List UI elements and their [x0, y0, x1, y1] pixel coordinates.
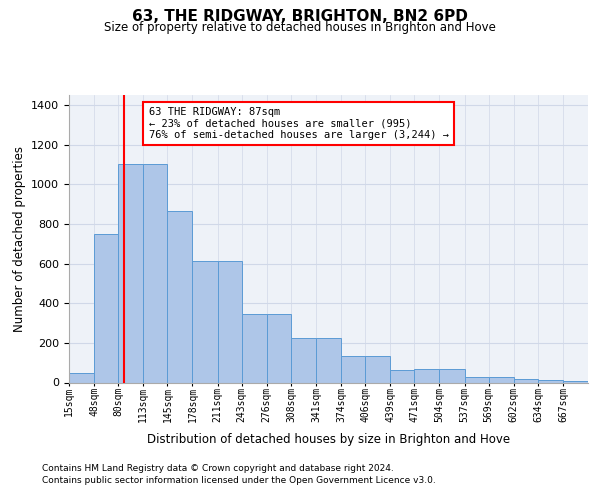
Bar: [267, 314, 291, 382]
Text: Distribution of detached houses by size in Brighton and Hove: Distribution of detached houses by size …: [147, 432, 511, 446]
Bar: [242, 314, 267, 382]
Text: Size of property relative to detached houses in Brighton and Hove: Size of property relative to detached ho…: [104, 21, 496, 34]
Text: Contains public sector information licensed under the Open Government Licence v3: Contains public sector information licen…: [42, 476, 436, 485]
Bar: [415, 368, 439, 382]
Text: 63, THE RIDGWAY, BRIGHTON, BN2 6PD: 63, THE RIDGWAY, BRIGHTON, BN2 6PD: [132, 9, 468, 24]
Bar: [489, 376, 514, 382]
Text: 63 THE RIDGWAY: 87sqm
← 23% of detached houses are smaller (995)
76% of semi-det: 63 THE RIDGWAY: 87sqm ← 23% of detached …: [149, 107, 449, 140]
Bar: [464, 376, 489, 382]
Bar: [291, 338, 316, 382]
Bar: [514, 378, 538, 382]
Bar: [193, 260, 218, 382]
Bar: [390, 370, 415, 382]
Bar: [167, 211, 193, 382]
Bar: [118, 164, 143, 382]
Bar: [316, 338, 341, 382]
Bar: [94, 234, 118, 382]
Bar: [538, 380, 563, 382]
Bar: [143, 164, 167, 382]
Bar: [439, 368, 464, 382]
Text: Contains HM Land Registry data © Crown copyright and database right 2024.: Contains HM Land Registry data © Crown c…: [42, 464, 394, 473]
Bar: [365, 356, 390, 382]
Bar: [563, 380, 588, 382]
Bar: [341, 356, 365, 382]
Bar: [218, 260, 242, 382]
Y-axis label: Number of detached properties: Number of detached properties: [13, 146, 26, 332]
Bar: [69, 372, 94, 382]
